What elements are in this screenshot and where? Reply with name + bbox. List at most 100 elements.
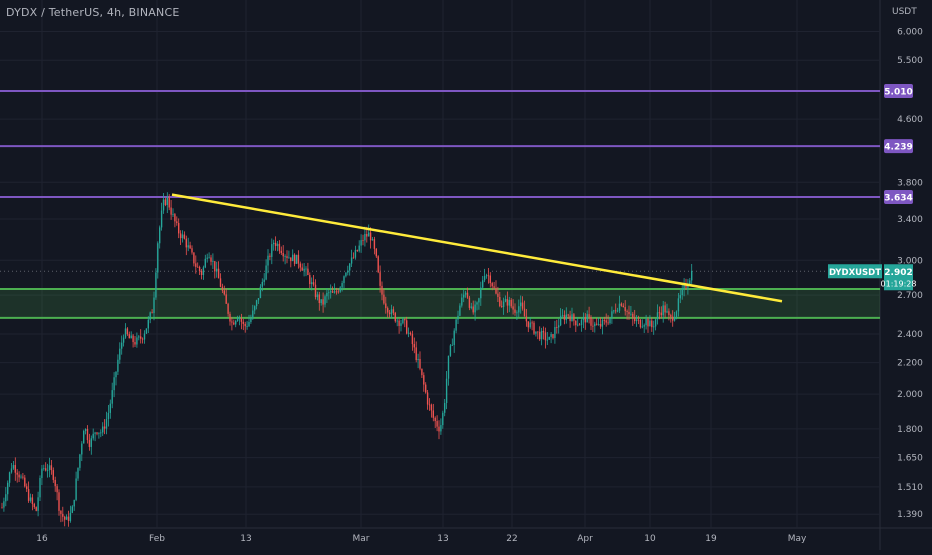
candle-body [552,334,554,338]
candle-body [24,477,26,487]
candle-body [212,261,214,262]
candle-body [195,263,197,267]
candle-body [10,468,13,473]
candle-body [134,342,136,345]
candle-body [611,311,613,319]
candle-body [542,330,545,333]
candle-body [168,197,170,208]
time-axis[interactable]: 16 Feb 13 Mar 13 22 Apr 10 19 May [36,534,807,544]
candle-body [176,221,178,223]
candle-body [476,302,478,305]
candle-body [216,268,218,272]
candle-body [491,283,493,287]
candle-body [658,312,661,314]
time-tick-label: 16 [36,534,48,544]
descending-trendline [171,193,783,303]
candle-body [162,199,165,211]
candle-body [149,312,151,320]
candle-body [349,263,351,271]
candle-body [577,324,579,326]
candle-body [660,312,662,316]
candle-body [637,319,640,321]
price-tick-label: 2.700 [897,291,923,301]
candle-body [109,403,111,413]
candle-body [276,243,279,247]
candle-body [656,312,659,320]
candle-body [506,299,509,306]
candle-body [178,222,180,234]
candle-body [649,320,651,327]
candle-body [132,335,134,343]
candle-body [654,319,657,327]
candle-body [29,497,32,501]
candle-body [634,317,636,322]
candle-body [387,308,389,313]
candle-body [305,268,307,270]
candle-body [444,403,446,413]
candle-body [151,312,153,314]
candle-body [37,497,39,511]
candle-body [111,390,113,404]
candle-body [626,311,628,312]
candle-body [236,318,239,322]
candle-body [666,311,668,313]
candle-body [449,345,452,356]
candle-body [352,257,355,259]
time-tick-label: 13 [437,534,448,544]
candle-body [263,279,265,282]
candle-body [198,266,201,271]
candle-body [138,336,140,338]
candle-body [495,287,497,294]
level-price-label: 4.239 [884,143,912,153]
price-tick-label: 1.800 [897,425,923,435]
candle-body [314,284,317,298]
candle-body [639,319,642,328]
candle-body [601,320,604,327]
candle-body [331,291,334,293]
candle-body [75,478,77,500]
candle-body [227,303,229,314]
candle-body [588,314,590,318]
candle-body [223,290,225,295]
price-tick-label: 2.000 [897,390,923,400]
candle-body [673,317,676,321]
candle-body [41,468,43,479]
candle-body [470,306,472,308]
candle-body [364,233,366,241]
candle-body [546,339,548,341]
candle-body [155,272,157,298]
candle-body [8,472,11,483]
candle-body [407,332,410,334]
candle-body [400,323,402,326]
candle-body [480,287,482,299]
candle-body [261,281,263,287]
candle-body [508,299,510,306]
candle-body [185,238,187,248]
candle-body [559,315,562,326]
candle-body [141,338,144,340]
candle-body [335,291,338,293]
support-zone-fill [0,289,880,318]
candle-body [271,244,273,257]
candle-body [117,359,119,372]
candle-body [487,275,490,277]
candle-body [33,503,35,508]
candlestick-series [1,192,693,527]
candle-body [645,318,647,326]
trendline[interactable] [171,193,783,303]
candle-body [613,310,615,312]
candle-body [288,257,290,259]
candle-body [630,313,632,315]
candle-body [56,486,58,493]
price-tick-label: 5.500 [897,56,923,66]
candle-body [265,265,267,280]
candle-body [687,284,689,288]
candle-body [52,470,54,480]
price-axis[interactable]: USDT 6.000 5.500 4.600 3.800 3.400 3.000 2.700 2… [892,7,923,520]
candle-body [615,310,617,312]
candle-body [181,234,184,239]
candle-body [607,322,609,324]
candle-body [86,429,89,441]
